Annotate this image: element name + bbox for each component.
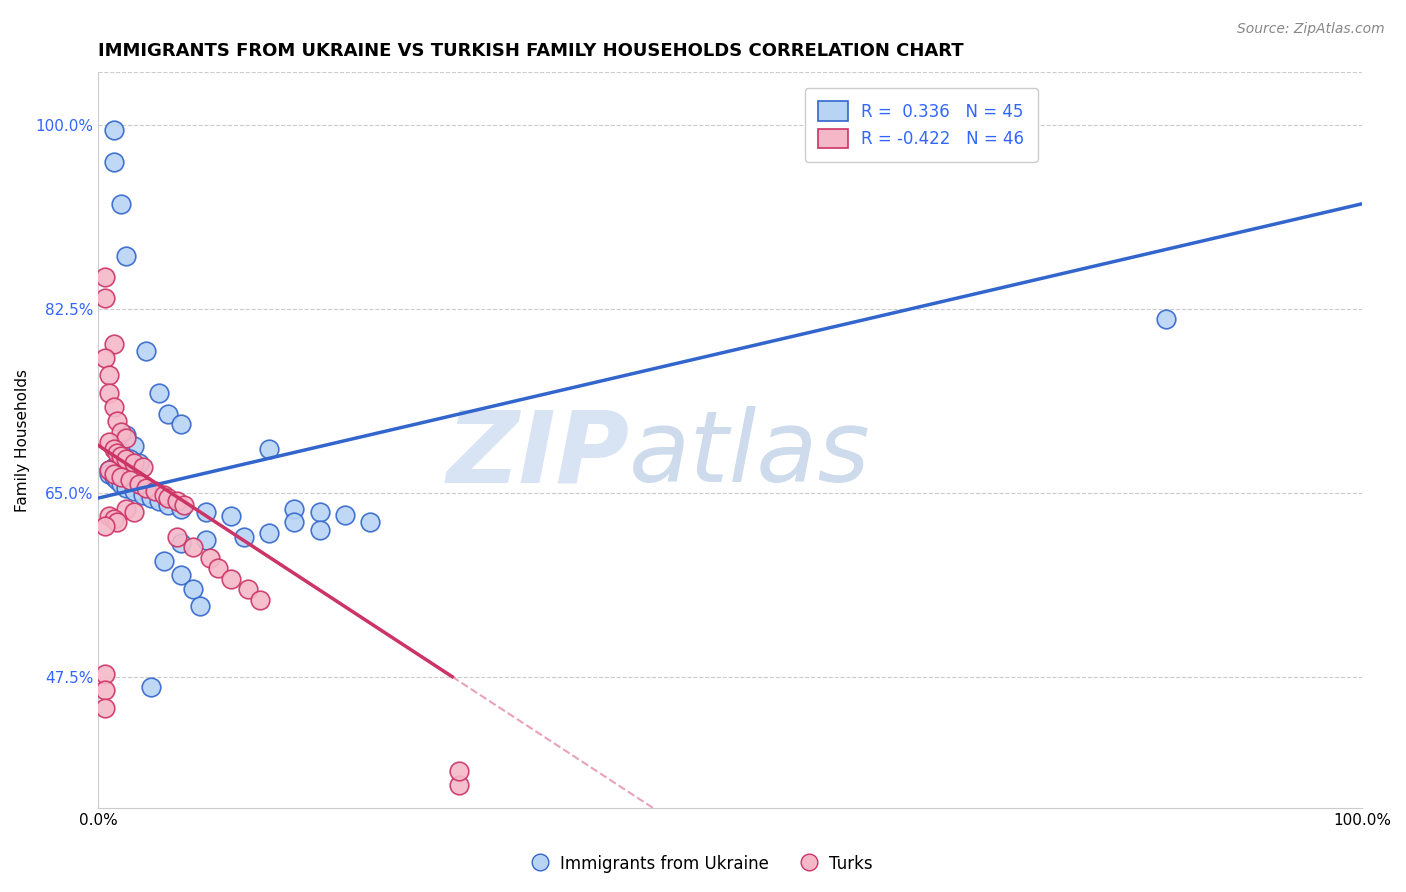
Point [118,473,141,487]
Point [118,452,141,467]
Point [181,582,204,597]
Point [283,515,305,529]
Point [236,582,259,597]
Point [153,554,176,568]
Point [169,417,191,432]
Point [97,435,120,450]
Point [359,515,381,529]
Point [93,666,115,681]
Point [219,572,242,586]
Point [93,519,115,533]
Text: ZIP: ZIP [446,407,628,503]
Point [93,351,115,366]
Point [103,154,125,169]
Point [232,530,254,544]
Point [110,470,132,484]
Point [194,505,217,519]
Y-axis label: Family Households: Family Households [15,368,30,512]
Point [166,494,188,508]
Point [97,463,120,477]
Point [131,459,153,474]
Point [110,477,132,491]
Point [156,499,179,513]
Point [156,407,179,421]
Point [447,764,470,779]
Point [131,488,153,502]
Point [93,270,115,285]
Point [135,343,157,358]
Point [148,494,170,508]
Point [110,196,132,211]
Point [103,400,125,414]
Point [115,501,138,516]
Point [105,473,128,487]
Text: Source: ZipAtlas.com: Source: ZipAtlas.com [1237,22,1385,37]
Point [194,533,217,547]
Point [122,456,145,470]
Point [141,680,163,694]
Point [122,505,145,519]
Point [103,470,125,484]
Point [169,536,191,550]
Point [103,459,125,474]
Point [103,467,125,481]
Point [283,501,305,516]
Point [447,778,470,792]
Point [115,452,138,467]
Point [115,249,138,263]
Point [128,477,150,491]
Point [110,446,132,460]
Point [105,446,128,460]
Point [166,530,188,544]
Point [257,525,280,540]
Point [169,567,191,582]
Point [1154,312,1177,326]
Legend: R =  0.336   N = 45, R = -0.422   N = 46: R = 0.336 N = 45, R = -0.422 N = 46 [804,88,1038,161]
Point [148,386,170,401]
Point [97,508,120,523]
Point [115,428,138,442]
Text: atlas: atlas [628,407,870,503]
Point [110,425,132,439]
Point [308,523,330,537]
Point [143,483,166,498]
Point [93,683,115,698]
Point [97,467,120,481]
Point [207,561,229,575]
Point [97,368,120,383]
Point [122,438,145,452]
Point [188,599,211,614]
Point [93,701,115,715]
Point [103,512,125,526]
Point [173,499,195,513]
Point [333,508,356,522]
Point [198,551,221,566]
Point [105,414,128,428]
Point [93,292,115,306]
Point [103,336,125,351]
Point [181,541,204,555]
Point [219,508,242,523]
Point [97,463,120,477]
Point [110,449,132,463]
Point [156,491,179,505]
Point [103,442,125,456]
Point [122,483,145,498]
Point [105,515,128,529]
Point [97,386,120,401]
Point [115,481,138,495]
Point [135,481,157,495]
Point [249,593,271,607]
Point [153,488,176,502]
Legend: Immigrants from Ukraine, Turks: Immigrants from Ukraine, Turks [527,848,879,880]
Point [257,442,280,456]
Point [115,431,138,445]
Text: IMMIGRANTS FROM UKRAINE VS TURKISH FAMILY HOUSEHOLDS CORRELATION CHART: IMMIGRANTS FROM UKRAINE VS TURKISH FAMIL… [98,42,965,60]
Point [103,123,125,137]
Point [169,501,191,516]
Point [141,491,163,505]
Point [308,505,330,519]
Point [128,456,150,470]
